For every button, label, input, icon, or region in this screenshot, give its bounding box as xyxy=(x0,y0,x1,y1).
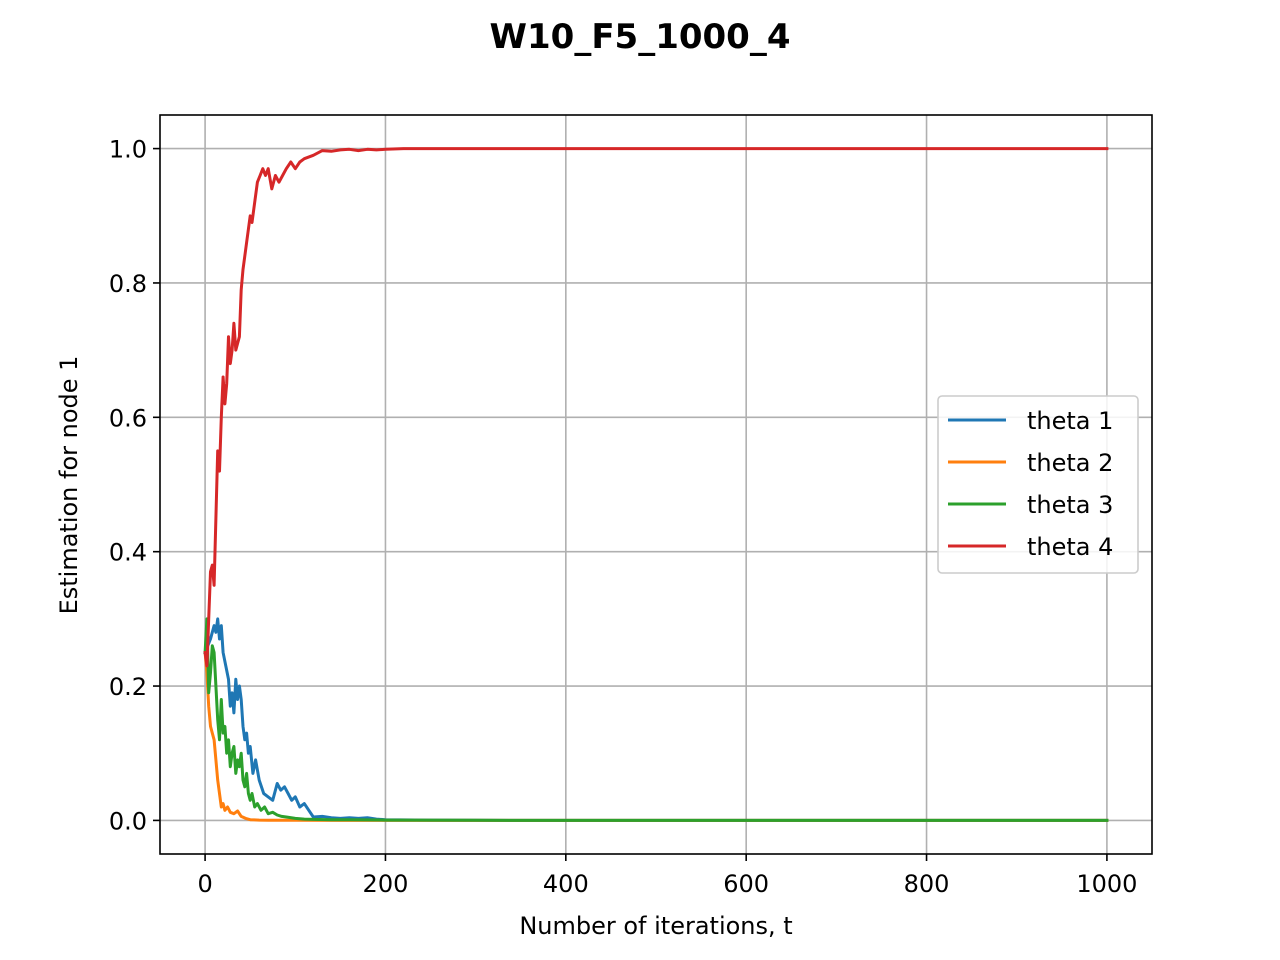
x-tick-label: 400 xyxy=(543,870,589,898)
series-lines xyxy=(203,147,1109,822)
axis-ticks: 0 200 400 600 800 1000 0.0 0.2 0.4 0.6 0.8 1.0 xyxy=(109,136,1138,898)
y-tick-label: 0.4 xyxy=(109,539,147,567)
series-line-theta-3 xyxy=(203,617,1109,822)
chart-title: W10_F5_1000_4 xyxy=(490,17,791,57)
y-axis-label: Estimation for node 1 xyxy=(55,356,83,615)
y-tick-label: 0.2 xyxy=(109,673,147,701)
x-tick-label: 800 xyxy=(904,870,950,898)
legend-label-theta-2: theta 2 xyxy=(1027,449,1113,477)
series-line-theta-4 xyxy=(203,147,1109,668)
y-tick-label: 1.0 xyxy=(109,136,147,164)
legend-label-theta-1: theta 1 xyxy=(1027,407,1113,435)
x-axis-label: Number of iterations, t xyxy=(519,912,792,940)
x-tick-label: 1000 xyxy=(1076,870,1137,898)
legend: theta 1 theta 2 theta 3 theta 4 xyxy=(937,395,1139,574)
legend-box xyxy=(937,395,1139,574)
y-tick-label: 0.6 xyxy=(109,404,147,432)
series-line-theta-1 xyxy=(203,617,1109,822)
y-tick-label: 0.8 xyxy=(109,270,147,298)
x-tick-label: 200 xyxy=(363,870,409,898)
y-tick-label: 0.0 xyxy=(109,807,147,835)
plot-frame xyxy=(159,114,1153,855)
legend-label-theta-3: theta 3 xyxy=(1027,491,1113,519)
x-tick-label: 600 xyxy=(723,870,769,898)
x-tick-label: 0 xyxy=(197,870,212,898)
legend-label-theta-4: theta 4 xyxy=(1027,533,1113,561)
